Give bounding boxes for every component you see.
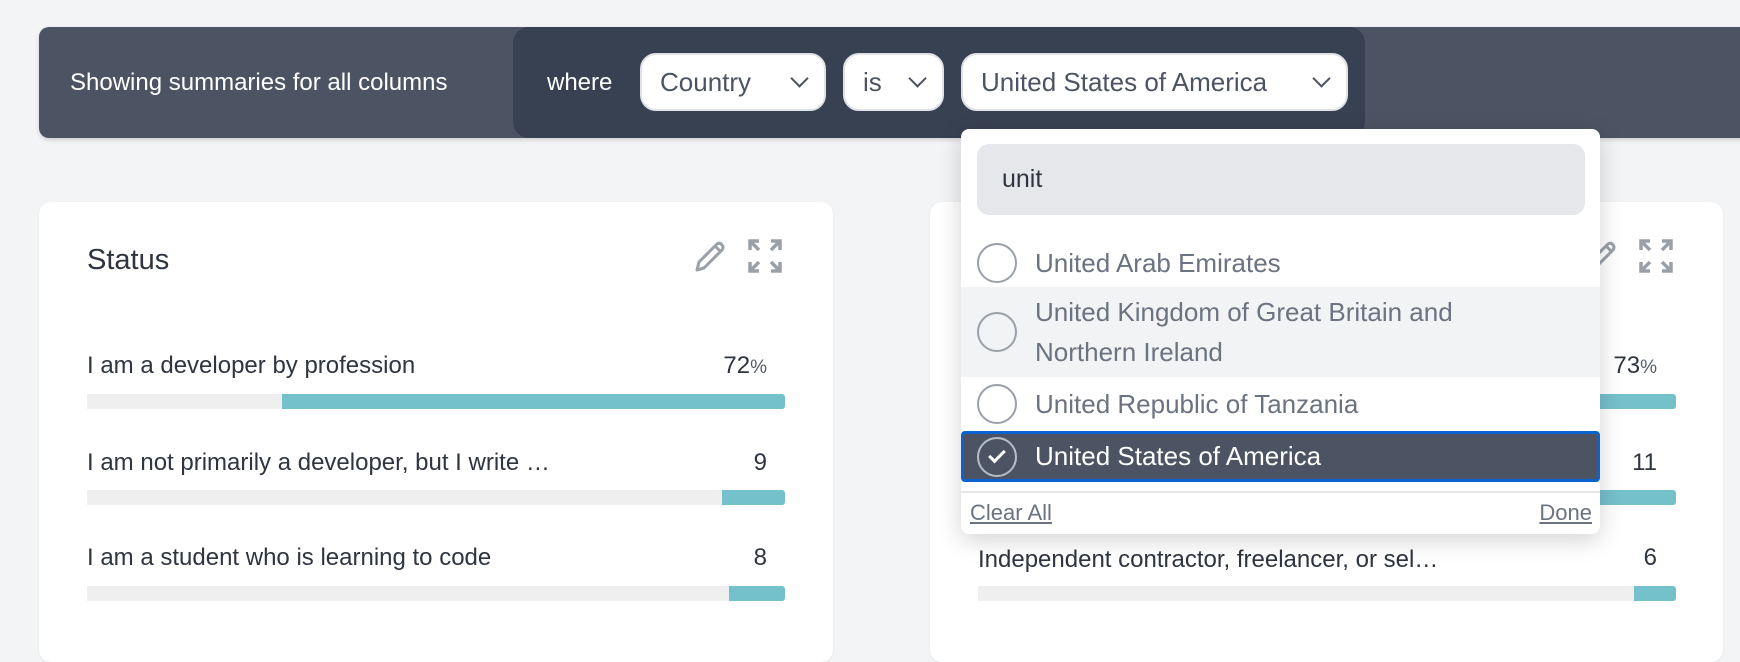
row-value: 72%	[723, 352, 767, 380]
row-bar	[978, 586, 1676, 601]
row-bar	[87, 490, 785, 505]
chevron-down-icon	[908, 69, 927, 88]
row-bar	[87, 394, 785, 409]
column-select-value: Country	[660, 66, 752, 97]
row-bar-fill	[729, 586, 785, 601]
option-united-arab-emirates[interactable]: United Arab Emirates	[961, 239, 1600, 287]
row-bar-fill	[722, 490, 785, 505]
radio-icon[interactable]	[977, 243, 1017, 283]
chevron-down-icon	[1312, 69, 1331, 88]
option-label: United States of America	[1035, 441, 1322, 471]
where-label: where	[547, 69, 613, 96]
summary-card-status: Status I am a developer by profession 72…	[39, 202, 833, 662]
row-value: 11	[1632, 449, 1657, 476]
chevron-down-icon	[790, 69, 809, 88]
row-bar-fill	[1634, 586, 1676, 601]
option-united-states-of-america[interactable]: United States of America	[961, 431, 1600, 482]
divider	[961, 491, 1600, 493]
row-label: I am a developer by profession	[87, 352, 416, 379]
expand-icon[interactable]	[747, 238, 783, 274]
pencil-icon[interactable]	[1580, 238, 1620, 278]
row-value: 9	[753, 449, 767, 476]
row-bar	[87, 586, 785, 601]
radio-icon[interactable]	[977, 312, 1017, 352]
row-value: 6	[1643, 544, 1657, 571]
row-bar-fill	[282, 394, 785, 409]
showing-text: Showing summaries for all columns	[70, 69, 448, 96]
row-value-number: 73	[1613, 352, 1641, 379]
dropdown-search-input[interactable]	[977, 144, 1585, 215]
option-label: United Republic of Tanzania	[1035, 388, 1359, 419]
row-label: I am a student who is learning to code	[87, 544, 492, 571]
option-united-republic-of-tanzania[interactable]: United Republic of Tanzania	[961, 377, 1600, 431]
clear-all-link[interactable]: Clear All	[970, 500, 1052, 525]
row-label: I am not primarily a developer, but I wr…	[87, 449, 550, 476]
checked-radio-icon[interactable]	[977, 436, 1017, 477]
row-value-number: 72	[723, 352, 751, 379]
operator-select[interactable]: is	[843, 53, 944, 111]
filter-bar: Showing summaries for all columns where …	[39, 27, 1740, 138]
where-clause: where Country is United States of Americ…	[513, 27, 1365, 138]
row-value-unit: %	[750, 357, 767, 378]
row-value-unit: %	[1640, 357, 1657, 378]
check-icon	[988, 445, 1006, 464]
row-bar-fill	[1599, 490, 1676, 505]
pencil-icon[interactable]	[689, 238, 729, 278]
done-link[interactable]: Done	[1539, 500, 1592, 525]
option-label: United Kingdom of Great Britain and Nort…	[1035, 297, 1453, 367]
expand-icon[interactable]	[1638, 238, 1674, 274]
card-title: Status	[87, 244, 170, 276]
column-select[interactable]: Country	[640, 53, 826, 111]
row-label: Independent contractor, freelancer, or s…	[978, 546, 1439, 573]
radio-icon[interactable]	[977, 384, 1017, 424]
value-select[interactable]: United States of America	[961, 53, 1348, 111]
row-value: 8	[753, 544, 767, 571]
country-value-dropdown: United Arab Emirates United Kingdom of G…	[961, 129, 1600, 534]
option-united-kingdom[interactable]: United Kingdom of Great Britain and Nort…	[961, 287, 1600, 377]
option-label: United Arab Emirates	[1035, 247, 1281, 278]
operator-select-value: is	[863, 66, 882, 97]
row-value: 73%	[1613, 352, 1657, 380]
value-select-value: United States of America	[981, 66, 1268, 97]
